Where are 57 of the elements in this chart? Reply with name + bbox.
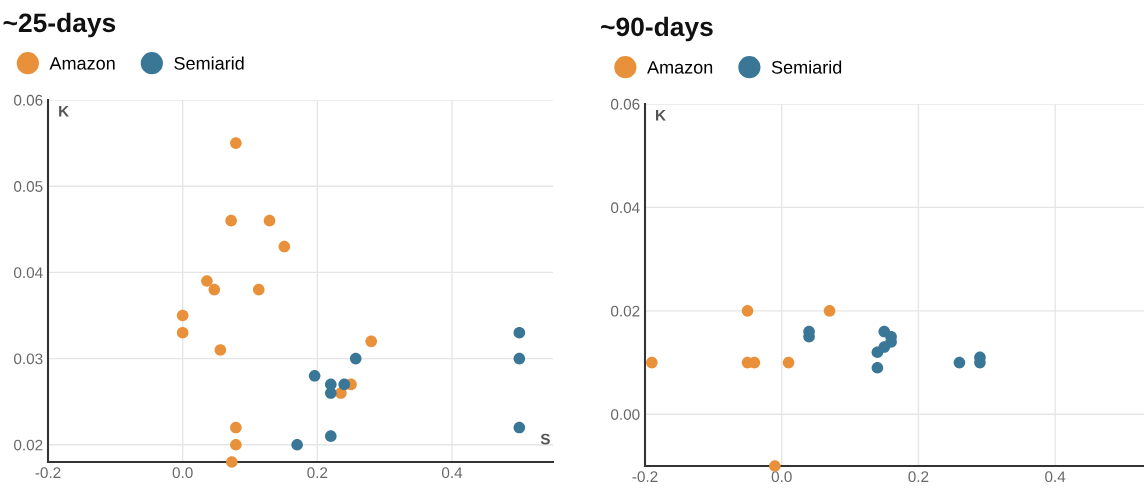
y-tick-label: 0.06: [611, 98, 640, 110]
point: [176, 326, 189, 339]
point: [513, 326, 526, 339]
point: [201, 275, 213, 287]
y-tick-label: 0.06: [14, 94, 43, 106]
y-tick-label: 0.00: [611, 409, 640, 420]
x-tick-label: -0.2: [35, 467, 61, 479]
point: [782, 356, 795, 369]
point: [741, 305, 754, 317]
point: [365, 335, 378, 348]
legend-label: Semiarid: [174, 56, 244, 70]
point: [324, 387, 337, 399]
y-axis-title: K: [59, 105, 69, 117]
point: [308, 370, 321, 382]
chart-title: ~25-days: [3, 12, 116, 38]
legend-label: Semiarid: [771, 60, 842, 74]
y-tick-label: 0.04: [611, 202, 640, 214]
point: [230, 421, 242, 434]
point: [338, 378, 351, 391]
x-tick-label: 0.0: [172, 467, 193, 479]
x-tick-label: 0.4: [441, 467, 463, 479]
point: [225, 214, 237, 227]
x-tick-label: 0.0: [771, 471, 792, 483]
y-tick-label: 0.03: [14, 353, 43, 365]
y-tick-label: 0.05: [14, 181, 43, 192]
x-tick-label: 0.4: [1045, 471, 1066, 483]
legend-label: Amazon: [647, 61, 713, 74]
point: [214, 344, 227, 356]
point: [208, 283, 221, 296]
point: [953, 356, 966, 369]
y-tick-label: 0.02: [14, 439, 43, 451]
point: [646, 356, 658, 369]
x-tick-label: -0.2: [632, 471, 658, 483]
x-tick-label: 0.2: [908, 471, 929, 483]
point: [230, 137, 242, 149]
point: [263, 214, 276, 227]
point: [513, 421, 526, 434]
point: [769, 460, 781, 472]
point: [871, 346, 884, 359]
y-tick-label: 0.04: [14, 267, 43, 279]
y-tick-label: 0.02: [611, 305, 640, 317]
point: [349, 352, 362, 365]
point: [278, 240, 291, 253]
point: [226, 456, 238, 468]
point: [252, 283, 265, 296]
point: [324, 430, 337, 442]
y-axis-title: K: [656, 109, 666, 121]
point: [871, 361, 884, 374]
x-tick-label: 0.2: [307, 467, 328, 479]
legend-label: Amazon: [49, 57, 115, 70]
point: [176, 309, 189, 322]
chart-title: ~90-days: [601, 16, 713, 42]
x-axis-title: S: [540, 433, 550, 445]
point: [513, 352, 526, 365]
point: [230, 438, 242, 451]
point: [291, 438, 303, 451]
point: [823, 305, 836, 317]
